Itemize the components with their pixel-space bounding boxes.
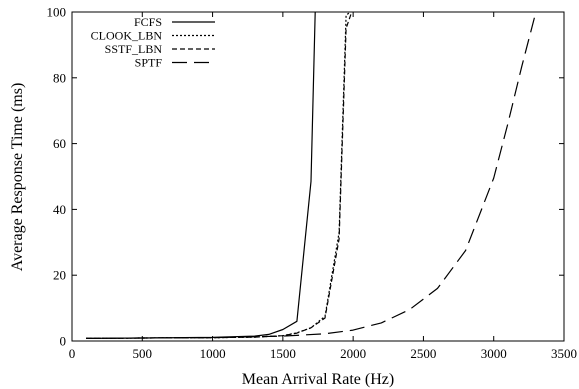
series-line-sptf xyxy=(86,12,537,339)
series-line-fcfs xyxy=(86,12,316,339)
plot-frame xyxy=(71,11,565,342)
legend-label: SPTF xyxy=(135,56,163,70)
y-tick-label: 0 xyxy=(60,334,67,349)
x-tick-label: 2500 xyxy=(410,346,436,361)
x-tick-label: 0 xyxy=(69,346,76,361)
x-tick-label: 3500 xyxy=(551,346,577,361)
legend-label: SSTF_LBN xyxy=(105,42,163,56)
y-tick-label: 40 xyxy=(53,202,66,217)
y-tick-label: 100 xyxy=(47,5,67,20)
y-tick-label: 60 xyxy=(53,136,66,151)
series-line-sstf-lbn xyxy=(86,12,353,339)
x-tick-label: 1000 xyxy=(200,346,226,361)
series-layer xyxy=(86,12,537,339)
y-tick-label: 20 xyxy=(53,268,66,283)
y-tick-label: 80 xyxy=(53,70,66,85)
legend-label: CLOOK_LBN xyxy=(91,29,163,43)
axes: 0 500 1000 1500 2000 2500 3000 3500 0 20 40 60 80 100 xyxy=(47,5,578,362)
legend-label: FCFS xyxy=(134,15,162,29)
x-tick-label: 1500 xyxy=(270,346,296,361)
x-axis-title: Mean Arrival Rate (Hz) xyxy=(242,371,394,388)
x-tick-label: 2000 xyxy=(340,346,366,361)
x-tick-label: 3000 xyxy=(481,346,507,361)
y-axis-title: Average Response Time (ms) xyxy=(9,83,26,272)
x-tick-label: 500 xyxy=(133,346,153,361)
